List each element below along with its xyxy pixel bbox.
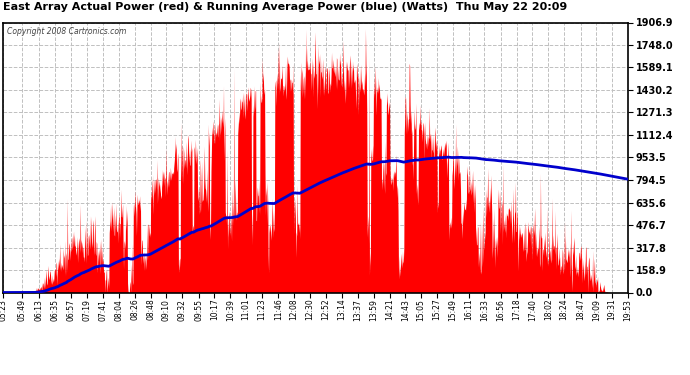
Text: Copyright 2008 Cartronics.com: Copyright 2008 Cartronics.com xyxy=(7,27,126,36)
Text: East Array Actual Power (red) & Running Average Power (blue) (Watts)  Thu May 22: East Array Actual Power (red) & Running … xyxy=(3,2,568,12)
